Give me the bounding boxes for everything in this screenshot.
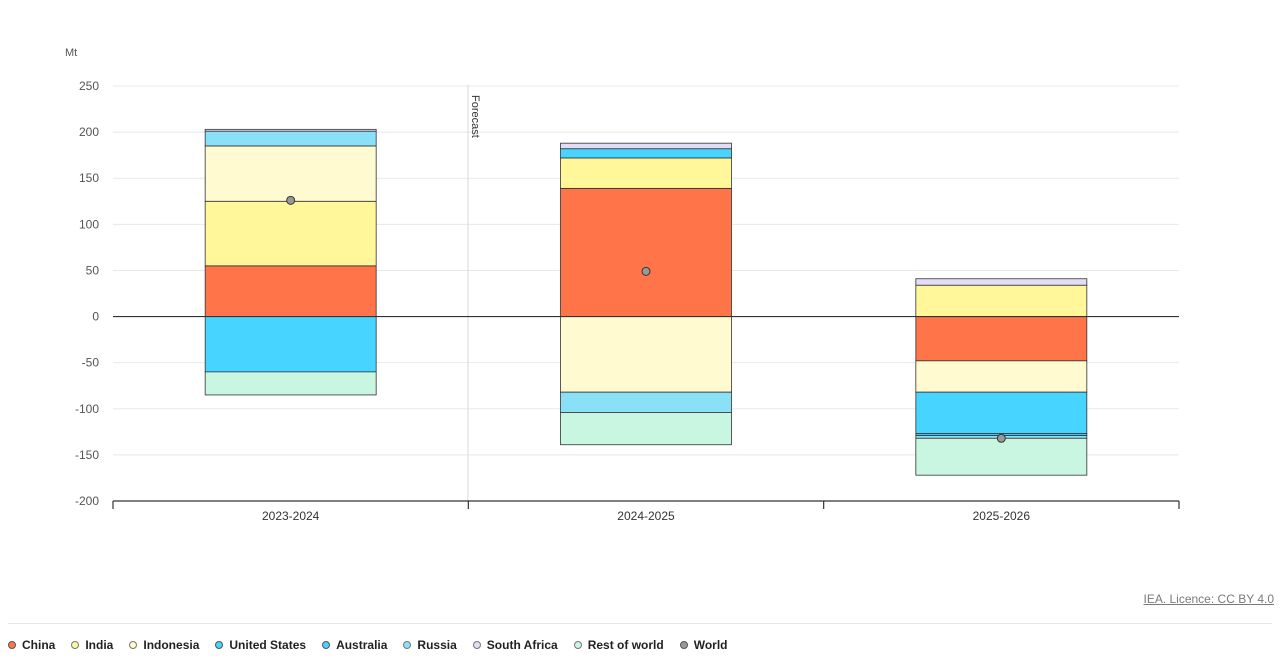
legend-marker-icon xyxy=(403,641,412,649)
forecast-label: Forecast xyxy=(469,95,481,138)
y-tick-label: 200 xyxy=(79,125,99,139)
y-tick-label: 100 xyxy=(79,217,99,231)
bar-segment-india xyxy=(915,284,1088,317)
bar-segment-russia xyxy=(560,391,732,413)
bar-segments xyxy=(204,128,1088,476)
y-tick-label: 250 xyxy=(79,79,99,93)
bar-segment-rest-of-world xyxy=(204,371,377,396)
legend-item-india[interactable]: India xyxy=(71,638,113,652)
bar-segment-india xyxy=(204,200,377,267)
legend-marker-icon xyxy=(8,641,16,649)
legend-item-australia[interactable]: Australia xyxy=(322,638,387,652)
bar-segment-united-states xyxy=(204,316,377,373)
bar-segment-india xyxy=(560,157,732,189)
x-axis: 2023-2024 2024-2025 2025-2026 xyxy=(112,500,1180,523)
bar-segment-rest-of-world xyxy=(560,412,732,446)
y-tick-label: -200 xyxy=(75,494,99,508)
legend-item-china[interactable]: China xyxy=(8,638,55,652)
legend-label: Indonesia xyxy=(143,638,200,652)
legend-marker-icon xyxy=(573,641,582,649)
bar-segment-united-states xyxy=(915,391,1088,435)
y-tick-label: -50 xyxy=(82,356,100,370)
legend-item-russia[interactable]: Russia xyxy=(403,638,457,652)
legend-item-world[interactable]: World xyxy=(679,638,728,652)
bar-segment-australia xyxy=(560,148,732,159)
legend-label: South Africa xyxy=(486,638,558,652)
y-tick-label: -150 xyxy=(75,448,99,462)
bar-segment-china xyxy=(204,265,377,317)
legend: China India Indonesia United States Australi… xyxy=(8,638,743,652)
legend-item-united-states[interactable]: United States xyxy=(215,638,306,652)
legend-marker-icon xyxy=(71,641,80,649)
legend-marker-icon xyxy=(679,641,688,649)
y-tick-label: 150 xyxy=(79,171,99,185)
y-axis-unit-label: Mt xyxy=(65,47,77,59)
bar-segment-rest-of-world xyxy=(915,437,1088,476)
x-tick-label: 2025-2026 xyxy=(973,509,1031,523)
y-tick-label: -100 xyxy=(75,402,99,416)
bar-segment-south-africa xyxy=(560,142,732,150)
legend-label: United States xyxy=(229,638,307,652)
world-point xyxy=(286,195,296,205)
bar-segment-indonesia xyxy=(560,316,732,393)
y-axis-tick-labels: 250 200 150 100 50 0 -50 -100 -150 -200 xyxy=(75,79,99,508)
legend-label: China xyxy=(22,638,56,652)
legend-label: Australia xyxy=(336,638,388,652)
bar-segment-indonesia xyxy=(915,360,1088,393)
legend-marker-icon xyxy=(472,641,481,649)
attribution-link[interactable]: IEA. Licence: CC BY 4.0 xyxy=(1143,592,1274,606)
bar-segment-china xyxy=(560,187,732,317)
legend-marker-icon xyxy=(322,641,331,649)
legend-label: India xyxy=(85,638,114,652)
bar-segment-south-africa xyxy=(204,128,377,132)
legend-item-rest-of-world[interactable]: Rest of world xyxy=(573,638,664,652)
bar-segment-south-africa xyxy=(915,278,1088,286)
x-tick-label: 2023-2024 xyxy=(262,509,320,523)
bar-segment-indonesia xyxy=(204,145,377,202)
x-tick-label: 2024-2025 xyxy=(617,509,675,523)
y-tick-label: 0 xyxy=(92,310,99,324)
legend-divider xyxy=(8,623,1272,624)
world-point xyxy=(641,266,651,276)
world-markers xyxy=(286,195,1006,443)
legend-label: Russia xyxy=(417,638,457,652)
legend-marker-icon xyxy=(129,641,138,649)
legend-label: World xyxy=(693,638,728,652)
y-tick-label: 50 xyxy=(86,263,100,277)
bar-segment-china xyxy=(915,316,1088,362)
stacked-bar-chart: Mt 250 200 150 100 50 0 -50 -100 -150 -200 Foreca… xyxy=(65,47,1180,523)
legend-item-indonesia[interactable]: Indonesia xyxy=(129,638,199,652)
bar-segment-russia xyxy=(204,130,377,147)
legend-label: Rest of world xyxy=(587,638,664,652)
world-point xyxy=(996,433,1006,443)
legend-marker-icon xyxy=(215,641,224,649)
legend-item-south-africa[interactable]: South Africa xyxy=(472,638,558,652)
